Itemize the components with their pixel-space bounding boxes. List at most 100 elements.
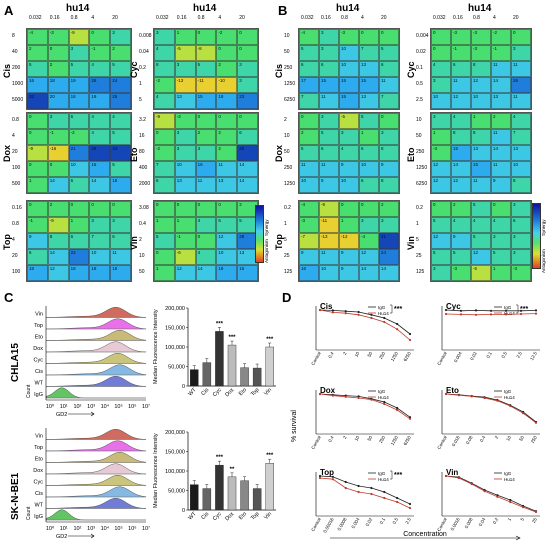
bar-vin bbox=[265, 346, 274, 387]
survival-significance: *** bbox=[394, 306, 402, 313]
heatmap-cell: 13 bbox=[174, 93, 196, 109]
heatmap-cell: 5 bbox=[471, 233, 491, 249]
survival-title-cis: Cis bbox=[320, 302, 333, 311]
dose-tick: 50 bbox=[284, 49, 290, 55]
heatmap-cell: 13 bbox=[511, 145, 531, 161]
heatmap-cell: 12 bbox=[451, 177, 471, 193]
heatmap-cell: 6 bbox=[359, 177, 379, 193]
survival-point bbox=[522, 506, 525, 509]
histogram-y-label: Count bbox=[26, 506, 32, 520]
survival-point bbox=[357, 310, 360, 314]
heatmap-cell: 18 bbox=[47, 77, 69, 93]
heatmap-cell: 0 bbox=[27, 201, 48, 217]
heatmap-cell: 6 bbox=[27, 249, 48, 265]
gd2-arrow-icon bbox=[68, 411, 95, 417]
heatmap-cell: 6 bbox=[319, 145, 339, 161]
heatmap-cell: -1 bbox=[89, 45, 111, 61]
survival-point bbox=[408, 417, 412, 420]
drug-label-cyc: Cyc bbox=[129, 61, 139, 78]
heatmap-cell: 22 bbox=[68, 249, 90, 265]
heatmap-cell: 3 bbox=[339, 129, 359, 145]
heatmap-cell: 5 bbox=[431, 249, 451, 265]
survival-point bbox=[357, 396, 360, 400]
survival-x-tick: 6250 bbox=[403, 351, 413, 363]
survival-point bbox=[396, 500, 399, 504]
survival-point bbox=[534, 510, 538, 514]
survival-point bbox=[519, 309, 523, 312]
heatmap-cell: -3 bbox=[431, 145, 451, 161]
survival-line-igg bbox=[319, 309, 411, 335]
survival-point bbox=[370, 313, 373, 316]
dose-tick: 80 bbox=[139, 149, 145, 155]
heatmap-cell: -1 bbox=[451, 45, 471, 61]
survival-point bbox=[318, 392, 322, 396]
heatmap-cell: 3 bbox=[319, 45, 339, 61]
panel-c-letter: C bbox=[4, 290, 14, 305]
heatmap-cell: 10 bbox=[359, 161, 379, 177]
histogram-curve bbox=[45, 307, 147, 318]
heatmap-cell: 10 bbox=[68, 161, 90, 177]
colorbar-a-antagonism-label: Antagonism bbox=[264, 239, 269, 263]
histogram-x-tick: 10¹ bbox=[60, 404, 68, 410]
survival-x-tick: 0.0008 bbox=[336, 517, 347, 532]
heatmap-cell: 2 bbox=[491, 113, 511, 129]
heatmap-cell: 15 bbox=[359, 77, 379, 93]
bar-y-tick: 150,000 bbox=[165, 326, 185, 332]
heatmap-cell: 0 bbox=[511, 29, 531, 45]
heatmap-cell: 0 bbox=[154, 249, 175, 265]
survival-point bbox=[331, 311, 334, 314]
significance-stars: *** bbox=[216, 321, 224, 327]
histogram-label: Top bbox=[34, 323, 43, 329]
dose-tick: 6250 bbox=[284, 97, 296, 103]
dose-tick: 250 bbox=[416, 149, 425, 155]
survival-x-tick: 12.5 bbox=[529, 351, 538, 362]
heatmap-cyc: 3 1 0 -2 0 4 -5 -8 0 0 8 3 5 2 3 -2 -13 -11 -10 3 4 13 15 18 23 bbox=[153, 28, 259, 110]
heatmap-cell: -3 bbox=[451, 265, 471, 281]
hu14-tick: 20 bbox=[112, 15, 118, 21]
survival-title-eto: Eto bbox=[446, 386, 459, 395]
histogram-label: Cyc bbox=[34, 358, 44, 364]
bar-x-tick: Eto bbox=[238, 511, 248, 521]
heatmap-cell: 0 bbox=[195, 113, 217, 129]
survival-line-hu14 bbox=[445, 393, 537, 424]
survival-x-tick: 2.5 bbox=[515, 351, 523, 359]
survival-point bbox=[534, 421, 538, 424]
survival-point bbox=[357, 395, 360, 398]
heatmap-cell: 9 bbox=[491, 177, 511, 193]
heatmap-cell: -4 bbox=[299, 201, 319, 217]
survival-x-tick: 2 bbox=[342, 435, 348, 440]
heatmap-cell: 1 bbox=[471, 113, 491, 129]
heatmap-cell: 8 bbox=[47, 233, 69, 249]
hu14-tick: 0.16 bbox=[453, 15, 463, 21]
survival-point bbox=[483, 490, 486, 493]
survival-point bbox=[383, 400, 386, 404]
survival-point bbox=[457, 394, 460, 397]
histogram-label: Dox bbox=[33, 346, 43, 352]
histogram-curve bbox=[45, 341, 147, 353]
heatmap-cell: 0 bbox=[154, 201, 175, 217]
heatmap-cell: 0 bbox=[379, 113, 399, 129]
heatmap-cell: 0 bbox=[237, 45, 258, 61]
heatmap-cell: 4 bbox=[110, 113, 131, 129]
heatmap-cell: 6 bbox=[216, 217, 238, 233]
significance-stars: *** bbox=[266, 337, 274, 343]
bar-y-label: Median Fluorescence Intensity bbox=[153, 433, 159, 508]
survival-legend-label: IgG bbox=[504, 305, 512, 310]
survival-x-tick: 10 bbox=[354, 351, 361, 358]
hu14-tick: 0.8 bbox=[197, 15, 205, 21]
dose-tick: 50 bbox=[416, 133, 422, 139]
histogram-curve bbox=[45, 330, 147, 341]
heatmap-cell: 0 bbox=[359, 201, 379, 217]
heatmap-cell: 2 bbox=[299, 129, 319, 145]
heatmap-cell: 3 bbox=[431, 113, 451, 129]
histogram-curve bbox=[45, 509, 146, 521]
survival-point bbox=[331, 475, 334, 478]
heatmap-top: -4 -9 0 0 2 -3 -11 1 3 3 -7 -13 -12 -4 41 9 11 9 12 24 16 10 9… bbox=[298, 200, 400, 282]
heatmap-cell: 9 bbox=[339, 249, 359, 265]
survival-point bbox=[344, 395, 347, 398]
survival-legend-label: IgG bbox=[504, 389, 512, 394]
survival-point bbox=[534, 312, 538, 315]
histogram-label: Top bbox=[34, 445, 43, 451]
